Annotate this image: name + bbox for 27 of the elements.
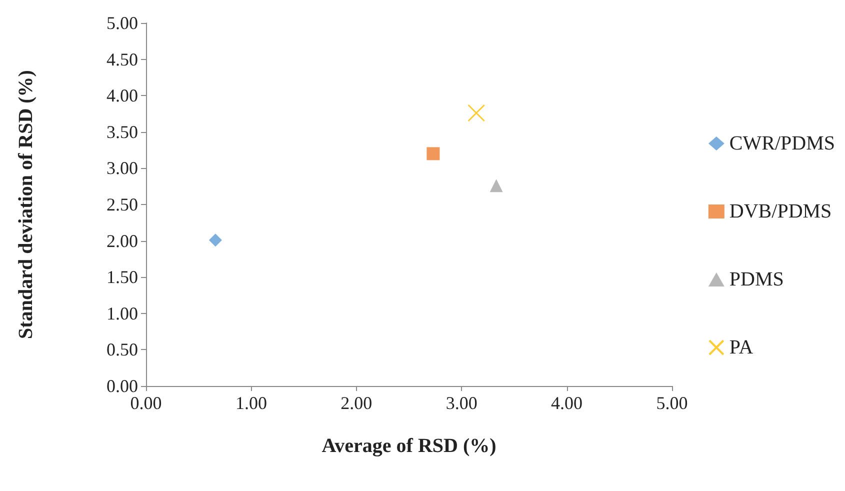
y-tick-label: 4.00 bbox=[106, 86, 138, 106]
y-tick-label: 4.50 bbox=[106, 49, 138, 70]
point bbox=[208, 234, 222, 247]
point bbox=[490, 179, 503, 192]
legend-label: PA bbox=[729, 336, 754, 358]
y-tick-label: 1.00 bbox=[106, 303, 138, 324]
y-tick-label: 3.50 bbox=[106, 122, 138, 142]
y-tick-label: 2.00 bbox=[106, 230, 138, 251]
x-axis-title: Average of RSD (%) bbox=[322, 435, 496, 457]
point bbox=[426, 147, 440, 160]
x-tick-label: 4.00 bbox=[551, 393, 583, 413]
legend-label: DVB/PDMS bbox=[729, 200, 832, 222]
legend-label: CWR/PDMS bbox=[729, 132, 836, 154]
y-tick-label: 1.50 bbox=[106, 267, 138, 288]
y-tick-label: 3.00 bbox=[106, 158, 138, 178]
x-tick-label: 0.00 bbox=[130, 393, 162, 413]
y-tick-label: 5.00 bbox=[106, 13, 138, 33]
y-axis-title: Standard deviation of RSD (%) bbox=[15, 70, 37, 339]
y-tick-label: 0.50 bbox=[106, 340, 138, 360]
legend-label: PDMS bbox=[729, 268, 784, 290]
x-tick-label: 3.00 bbox=[446, 393, 478, 413]
x-tick-label: 5.00 bbox=[656, 393, 688, 413]
x-tick-label: 1.00 bbox=[235, 393, 267, 413]
x-tick-label: 2.00 bbox=[340, 393, 372, 413]
point bbox=[468, 104, 486, 122]
y-tick-label: 2.50 bbox=[106, 194, 138, 214]
y-tick-label: 0.00 bbox=[106, 376, 138, 396]
